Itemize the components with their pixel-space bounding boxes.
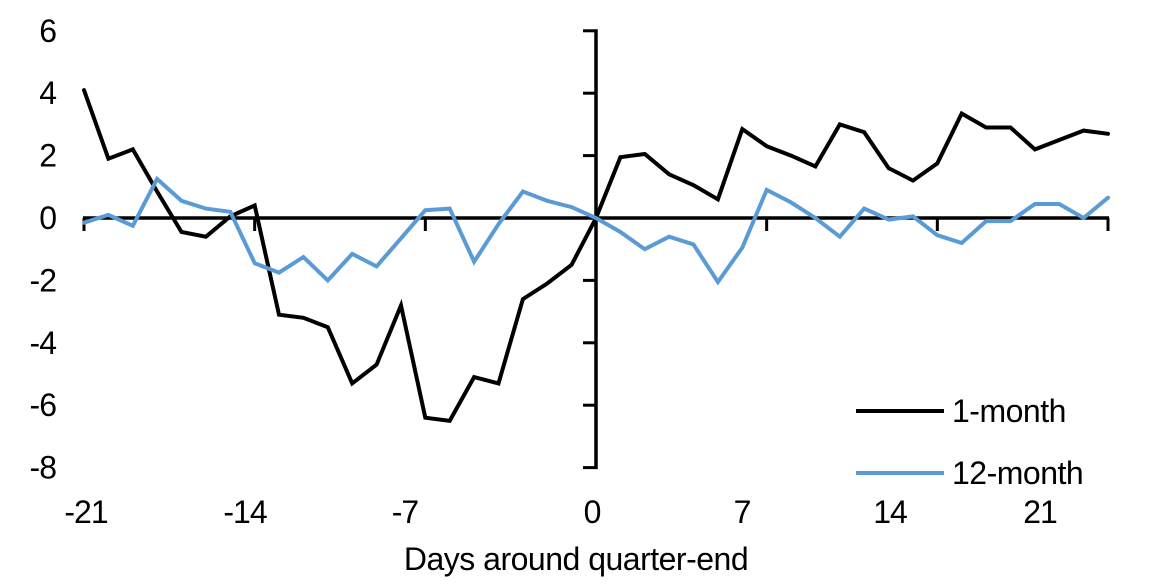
- legend-label-12-month: 12-month: [952, 455, 1084, 491]
- x-tick-label: 21: [1023, 494, 1057, 530]
- x-axis-title: Days around quarter-end: [403, 541, 749, 577]
- legend-item-1-month: 1-month: [856, 393, 1066, 429]
- y-tick-label: 0: [39, 200, 56, 236]
- x-tick-label: 0: [584, 494, 601, 530]
- y-tick-label: -4: [30, 325, 57, 361]
- y-tick-label: -8: [30, 450, 57, 486]
- legend-line-1-month: [856, 409, 944, 413]
- y-tick-label: -2: [30, 262, 57, 298]
- series-line-12-month: [82, 175, 1110, 286]
- y-tick-label: 6: [39, 13, 56, 49]
- x-tick-label: -14: [223, 494, 266, 530]
- y-tick-label: -6: [30, 387, 57, 423]
- y-tick-label: 2: [39, 138, 56, 174]
- legend-line-12-month: [856, 471, 944, 475]
- x-tick-label: -7: [392, 494, 419, 530]
- y-tick-label: 4: [39, 75, 56, 111]
- x-tick-label: -21: [64, 494, 107, 530]
- legend-label-1-month: 1-month: [952, 393, 1066, 429]
- legend-item-12-month: 12-month: [856, 455, 1084, 491]
- x-tick-label: 14: [873, 494, 907, 530]
- x-tick-label: 7: [734, 494, 751, 530]
